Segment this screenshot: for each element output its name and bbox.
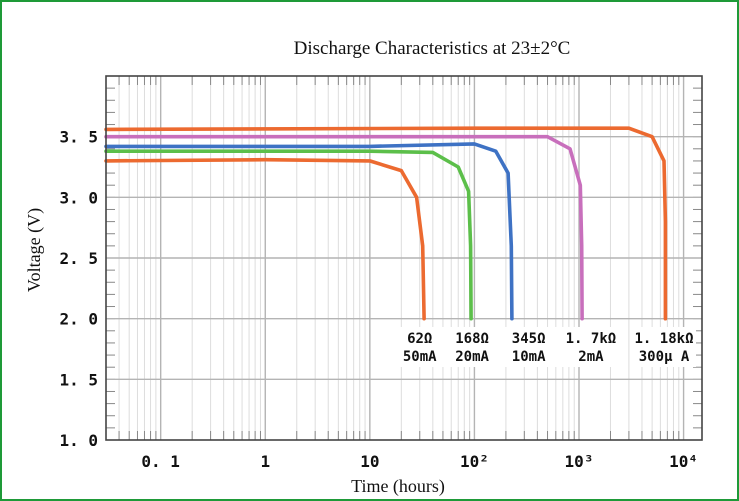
series-line-5	[104, 126, 668, 321]
annotation-resistance-label: 62Ω	[407, 331, 432, 347]
annotation-resistance-label: 1. 18kΩ	[635, 331, 694, 347]
plot-border	[105, 75, 703, 441]
x-tick-label: 1	[260, 452, 270, 471]
y-tick-label: 3. 0	[59, 188, 98, 207]
y-tick-label: 1. 0	[59, 431, 98, 450]
annotation-current-label: 300µ A	[639, 349, 690, 365]
y-tick-label: 3. 5	[59, 128, 98, 147]
annotation-resistance-label: 1. 7kΩ	[566, 331, 617, 347]
axis-ticks: 0. 1 1 10 10² 10³ 10⁴ 1. 0 1. 5 2. 0 2. 5 3. 0 3. 5	[59, 128, 698, 471]
annotation-current-label: 20mA	[455, 349, 489, 365]
x-tick-label: 10³	[565, 452, 594, 471]
annotation-bg	[558, 327, 623, 367]
x-tick-label: 0. 1	[141, 452, 180, 471]
x-tick-label: 10²	[460, 452, 489, 471]
x-tick-label: 10	[360, 452, 379, 471]
y-tick-label: 1. 5	[59, 370, 98, 389]
annotation-current-label: 2mA	[578, 349, 604, 365]
series-line-1	[104, 157, 426, 321]
annotation-bg	[440, 327, 505, 367]
series-line-3	[104, 142, 514, 321]
y-axis-label: Voltage (V)	[24, 208, 45, 292]
annotation-current-label: 10mA	[512, 349, 546, 365]
x-tick-label: 10⁴	[669, 452, 698, 471]
annotations: 62Ω 50mA 168Ω 20mA 345Ω 10mA 1. 7kΩ 2mA 1. 18kΩ 3…	[387, 327, 697, 367]
y-tick-label: 2. 5	[59, 249, 98, 268]
series-line-4	[104, 134, 584, 321]
chart-title: Discharge Characteristics at 23±2°C	[294, 38, 571, 59]
series-line-2	[104, 149, 473, 321]
series-lines	[104, 126, 668, 321]
annotation-resistance-label: 345Ω	[512, 331, 546, 347]
annotation-bg	[632, 327, 697, 367]
annotation-resistance-label: 168Ω	[455, 331, 489, 347]
annotation-current-label: 50mA	[403, 349, 437, 365]
x-axis-label: Time (hours)	[351, 476, 445, 497]
y-tick-label: 2. 0	[59, 310, 98, 329]
annotation-bg	[496, 327, 561, 367]
